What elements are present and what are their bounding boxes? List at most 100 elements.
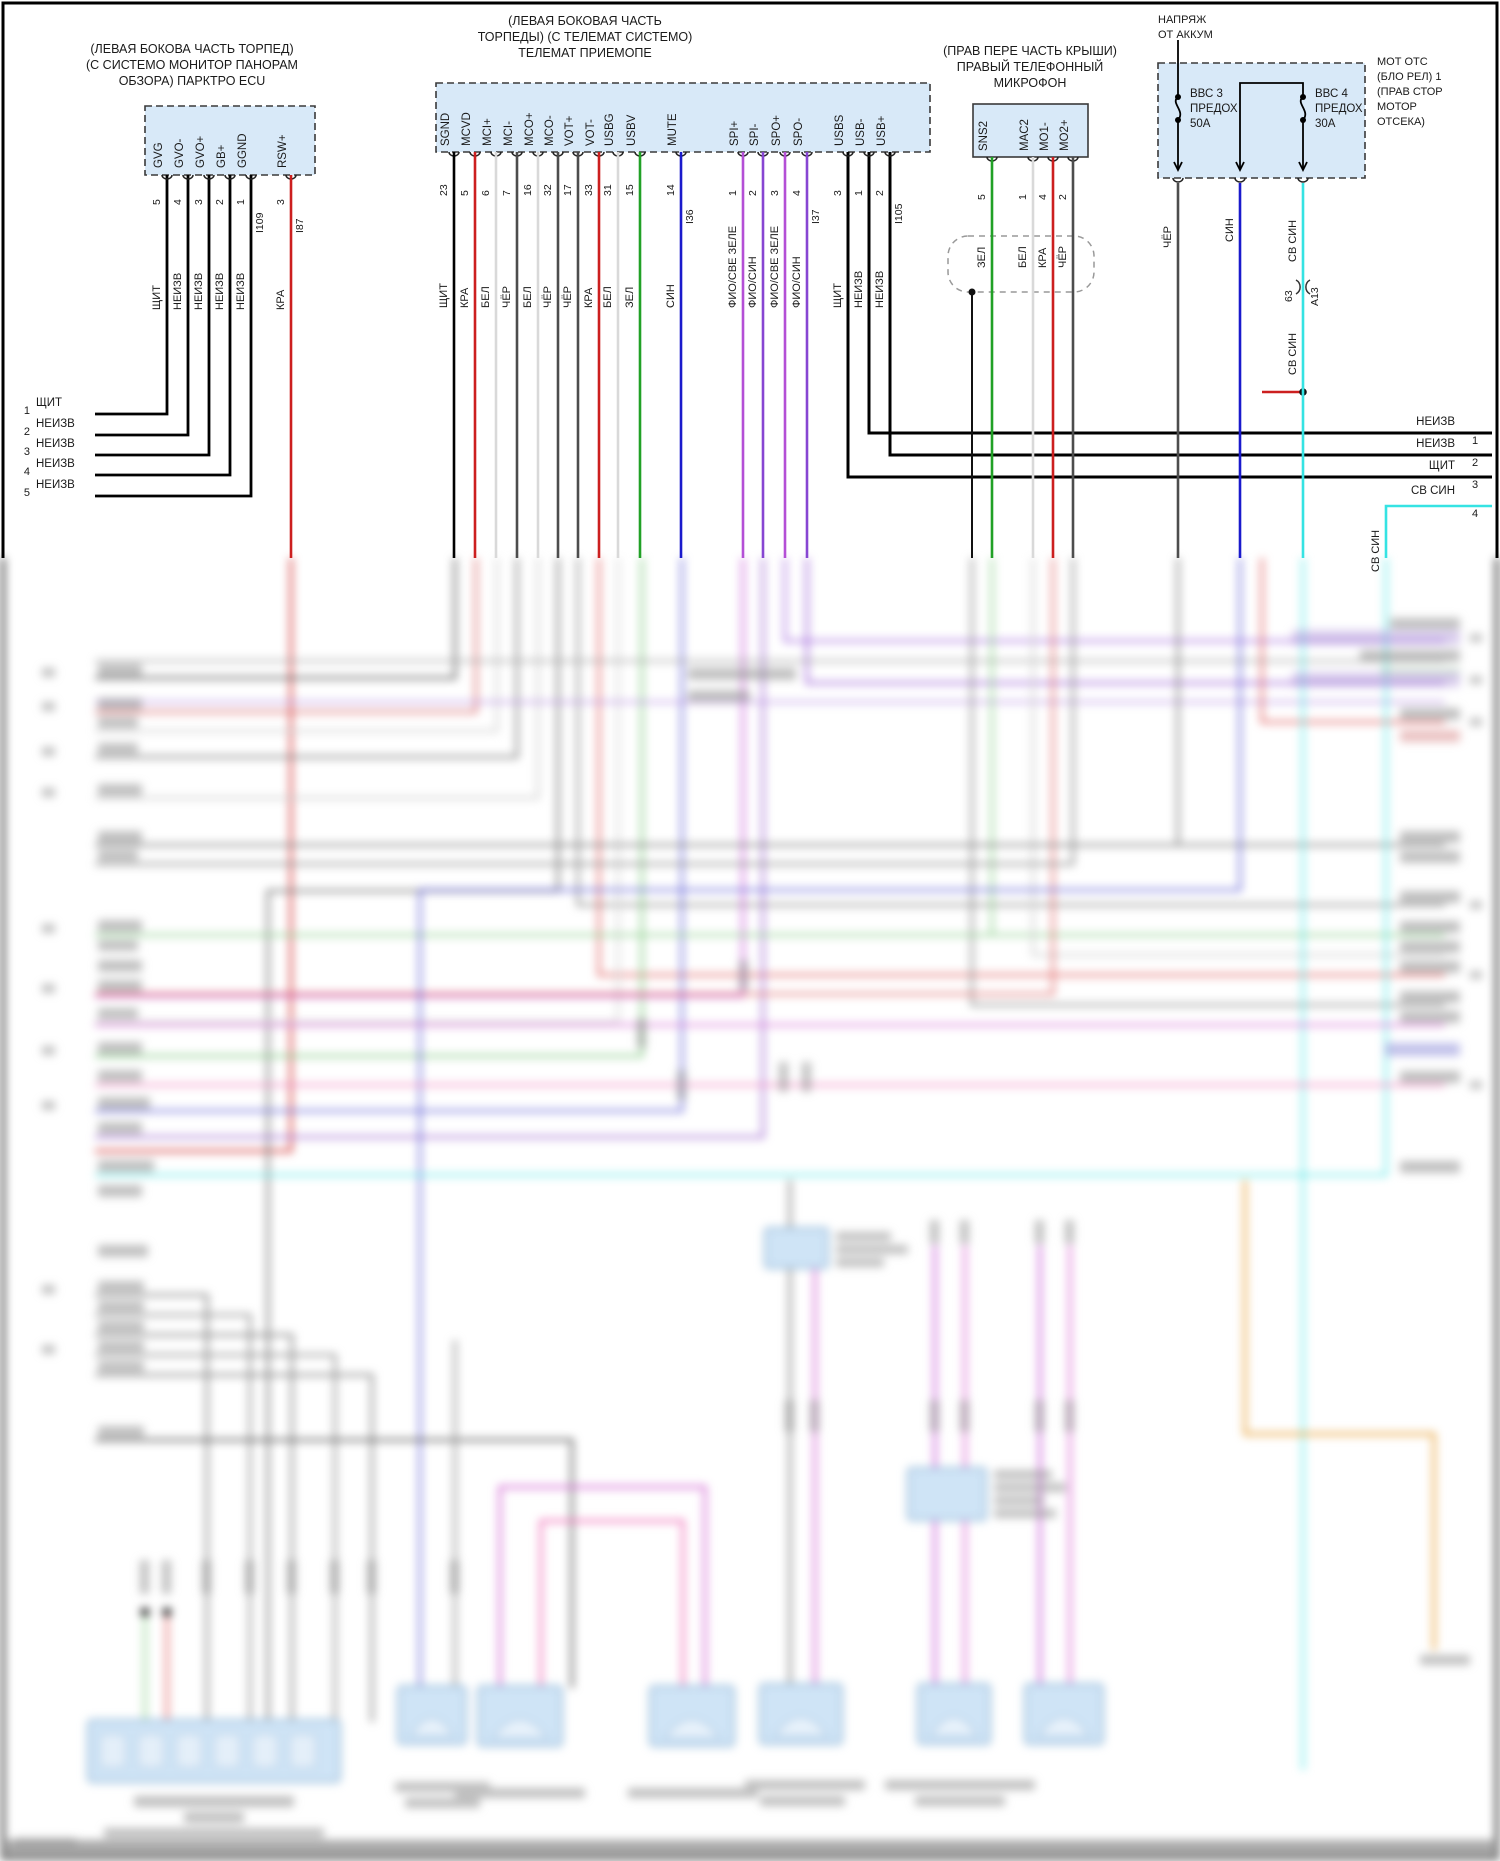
telematics-pin-name: SPO+ (771, 114, 783, 146)
telematics-pin-number: 6 (480, 190, 492, 196)
telematics-pin-name: SPI- (749, 123, 761, 146)
fuse2-name: ВВС 4 (1315, 88, 1348, 100)
fuse2-rating: 30А (1315, 118, 1336, 130)
telematics-connector-id: I36 (684, 209, 696, 224)
microphone-wire-color-label: БЕЛ (1017, 246, 1029, 268)
telematics-pin-number: 1 (727, 190, 739, 196)
parktronic-wire-color-label: НЕИЗВ (172, 272, 184, 310)
cyan-branch-label: СВ СИН (1370, 529, 1382, 572)
left-row-number: 5 (23, 487, 30, 499)
right-row-label: НЕИЗВ (1416, 416, 1455, 428)
right-row-number: 4 (1472, 508, 1479, 520)
parktronic-pin-number: 2 (214, 199, 226, 205)
inline-connector-break (1295, 279, 1311, 295)
blurred-connector-blocks (87, 1227, 1104, 1783)
telematics-wire-color-label: КРА (459, 287, 471, 308)
telematics-wire-color-label: НЕИЗВ (874, 270, 886, 308)
telematics-pin-name: MCO+ (524, 112, 536, 146)
left-row-number: 3 (23, 446, 30, 458)
inline-connector-id: А13 (1309, 287, 1321, 306)
telematics-wire-color-label: ФИО/СИН (791, 256, 803, 308)
sharp-top-section (1, 1, 1499, 558)
right-row-label: ЩИТ (1428, 460, 1455, 472)
microphone-title-line: (ПРАВ ПЕРЕ ЧАСТЬ КРЫШИ) (943, 44, 1117, 58)
telematics-title-line: ТОРПЕДЫ) (С ТЕЛЕМАТ СИСТЕМО) (477, 30, 693, 44)
usb-wires (846, 152, 1492, 479)
microphone-title-line: ПРАВЫЙ ТЕЛЕФОННЫЙ (956, 60, 1104, 74)
parktronic-title-line: (ЛЕВАЯ БОКОВА ЧАСТЬ ТОРПЕД) (90, 42, 294, 56)
microphone-title-line: МИКРОФОН (993, 76, 1067, 90)
telematics-pin-number: 2 (747, 190, 759, 196)
fusebox-pin-arc (1297, 177, 1309, 183)
telematics-pin-number: 23 (438, 184, 450, 196)
parktronic-pin-name: GGND (237, 133, 249, 169)
telematics-pin-name: MCVD (461, 112, 473, 146)
telematics-wire-color-label: ФИО/СВЕ ЗЕЛЕ (769, 225, 781, 308)
microphone-pin-name: MAC2 (1019, 119, 1031, 151)
telematics-wire-color-label: ЧЁР (562, 285, 574, 308)
fusebox-output-label: ЧЁР (1162, 225, 1174, 248)
parktronic-wire-color-label: НЕИЗВ (193, 272, 205, 310)
right-row-number: 3 (1472, 479, 1479, 491)
parktronic-pin-number: 3 (193, 199, 205, 205)
fusebox-location-line: МОТ ОТС (1377, 56, 1428, 68)
telematics-pin-number: 2 (874, 190, 886, 196)
battery-feed-label: ОТ АККУМ (1158, 29, 1213, 41)
telematics-wire-color-label: НЕИЗВ (853, 270, 865, 308)
blurred-wire-runs (95, 558, 1445, 1770)
microphone-wire-color-label: ЧЁР (1057, 245, 1069, 268)
left-row-number: 1 (23, 405, 30, 417)
cyan-branch-wire (1384, 504, 1492, 558)
fuse1-name: ВВС 3 (1190, 88, 1223, 100)
right-row-number: 1 (1472, 435, 1479, 447)
parktronic-pin-arc (182, 174, 194, 180)
blurred-label-smudges (14, 618, 1482, 1846)
parktronic-wire-color-label: ЩИТ (151, 285, 163, 310)
parktronic-pin-arc (224, 174, 236, 180)
inline-connector-pin: 63 (1283, 290, 1295, 302)
parktronic-pin-number: 4 (172, 199, 184, 205)
telematics-pin-arc (863, 151, 875, 157)
telematics-pin-name: USBS (834, 114, 846, 146)
left-row-label: НЕИЗВ (36, 438, 75, 450)
telematics-wire-color-label: ЧЁР (542, 285, 554, 308)
mic-shield-outline (947, 235, 1095, 293)
microphone-pin-number: 1 (1017, 194, 1029, 200)
left-row-label: НЕИЗВ (36, 458, 75, 470)
fusebox-location-line: (БЛО РЕЛ) 1 (1377, 71, 1442, 83)
fuse1-type: ПРЕДОХ (1190, 103, 1238, 115)
fusebox-location-line: МОТОР (1377, 101, 1417, 113)
parktronic-pin-number: 1 (235, 199, 247, 205)
parktronic-pin-name: RSW+ (277, 134, 289, 168)
left-row-label: НЕИЗВ (36, 479, 75, 491)
telematics-title-line: (ЛЕВАЯ БОКОВАЯ ЧАСТЬ (508, 14, 662, 28)
telematics-pin-number: 33 (583, 184, 595, 196)
parktronic-pin-name: GVO+ (195, 135, 207, 168)
microphone-pin-name: MO1- (1039, 122, 1051, 151)
telematics-wire-color-label: ЗЕЛ (624, 286, 636, 308)
generated-wires (161, 151, 1309, 558)
left-row-number: 2 (23, 426, 30, 438)
microphone-box (972, 103, 1089, 158)
telematics-pin-name: USB+ (876, 115, 888, 146)
telematics-pin-number: 3 (832, 190, 844, 196)
left-row-label: НЕИЗВ (36, 418, 75, 430)
telematics-wire-color-label: ЩИТ (438, 283, 450, 308)
telematics-pin-name: USB- (855, 118, 867, 146)
telematics-receiver-box (435, 82, 931, 153)
telematics-wire-color-label: КРА (583, 287, 595, 308)
parktronic-ecu-box (144, 105, 316, 176)
telematics-pin-name: SGND (440, 112, 452, 146)
parktronic-title-line: ОБЗОРА) ПАРКТРО ECU (118, 74, 266, 88)
parktronic-pin-number: 3 (275, 199, 287, 205)
telematics-pin-arc (884, 151, 896, 157)
fusebox-pin-arc (1172, 177, 1184, 183)
telematics-pin-name: MCO- (544, 115, 556, 146)
telematics-pin-number: 15 (624, 184, 636, 196)
telematics-pin-number: 3 (769, 190, 781, 196)
battery-feed-label: НАПРЯЖ (1158, 14, 1207, 26)
parktronic-title-line: (С СИСТЕМО МОНИТОР ПАНОРАМ (86, 58, 298, 72)
telematics-pin-number: 17 (562, 184, 574, 196)
parktronic-pin-number: 5 (151, 199, 163, 205)
